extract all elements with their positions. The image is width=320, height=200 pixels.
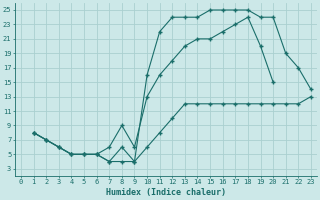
X-axis label: Humidex (Indice chaleur): Humidex (Indice chaleur) [106,188,226,197]
